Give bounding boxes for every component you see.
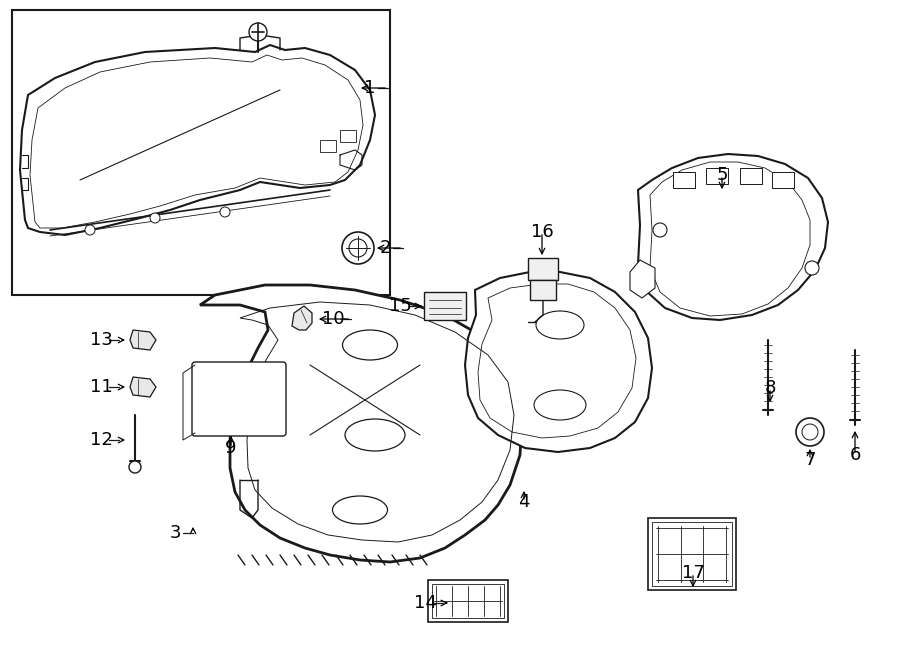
Text: 7: 7: [805, 451, 815, 469]
Bar: [12, 10, 390, 295]
Text: 5: 5: [716, 166, 728, 184]
Circle shape: [150, 213, 160, 223]
Text: 15: 15: [389, 297, 411, 315]
Bar: [530, 280, 556, 300]
Ellipse shape: [332, 496, 388, 524]
Circle shape: [796, 418, 824, 446]
Text: 3: 3: [169, 524, 181, 542]
Bar: [528, 258, 558, 280]
Polygon shape: [130, 330, 156, 350]
Circle shape: [249, 23, 267, 41]
Polygon shape: [638, 154, 828, 320]
Text: 6: 6: [850, 446, 860, 464]
Text: 11: 11: [90, 378, 112, 396]
Polygon shape: [465, 272, 652, 452]
Circle shape: [220, 207, 230, 217]
Polygon shape: [20, 45, 375, 235]
Bar: [673, 172, 695, 188]
Text: 12: 12: [90, 431, 112, 449]
Bar: [428, 580, 508, 622]
Polygon shape: [200, 285, 522, 562]
Bar: [432, 584, 504, 618]
Circle shape: [349, 239, 367, 257]
Text: 2: 2: [379, 239, 391, 257]
Text: 10: 10: [321, 310, 345, 328]
Text: 17: 17: [681, 564, 705, 582]
Circle shape: [805, 261, 819, 275]
Bar: [424, 292, 466, 320]
Ellipse shape: [343, 330, 398, 360]
Bar: [340, 130, 356, 142]
Text: 16: 16: [531, 223, 554, 241]
Text: 8: 8: [764, 379, 776, 397]
Text: 1: 1: [364, 79, 375, 97]
Ellipse shape: [536, 311, 584, 339]
Bar: [740, 168, 762, 184]
Circle shape: [802, 424, 818, 440]
Text: 9: 9: [225, 439, 237, 457]
Bar: [648, 518, 736, 590]
Circle shape: [85, 225, 95, 235]
Text: 14: 14: [414, 594, 436, 612]
Ellipse shape: [345, 419, 405, 451]
Circle shape: [653, 223, 667, 237]
Bar: [652, 522, 732, 586]
Text: 13: 13: [90, 331, 112, 349]
Bar: [772, 172, 794, 188]
Bar: [320, 140, 336, 152]
Bar: [706, 168, 728, 184]
FancyBboxPatch shape: [192, 362, 286, 436]
Circle shape: [129, 461, 141, 473]
Polygon shape: [292, 306, 312, 330]
Polygon shape: [130, 377, 156, 397]
Text: 4: 4: [518, 493, 530, 511]
Ellipse shape: [534, 390, 586, 420]
Circle shape: [342, 232, 374, 264]
Polygon shape: [630, 260, 655, 298]
